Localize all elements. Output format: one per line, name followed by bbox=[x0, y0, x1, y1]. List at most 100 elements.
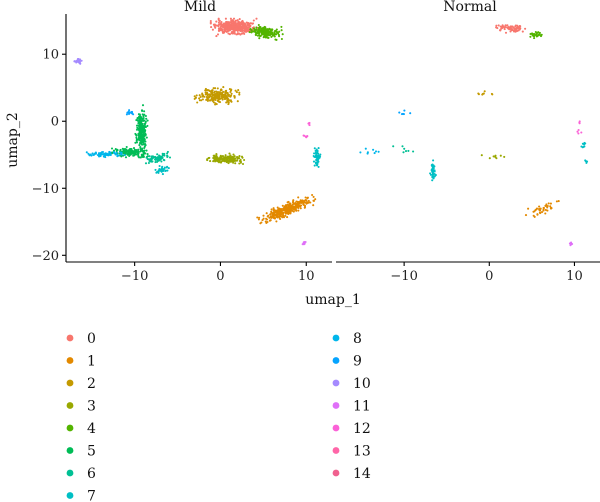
point-cluster-1 bbox=[271, 213, 274, 216]
point-cluster-5 bbox=[115, 149, 118, 152]
point-cluster-3 bbox=[499, 154, 502, 157]
point-cluster-4 bbox=[535, 32, 538, 35]
point-cluster-8 bbox=[108, 150, 111, 153]
point-cluster-1 bbox=[300, 199, 304, 202]
point-cluster-4 bbox=[537, 31, 540, 34]
point-cluster-2 bbox=[211, 94, 214, 97]
point-cluster-7 bbox=[313, 155, 316, 158]
point-cluster-5 bbox=[143, 146, 146, 150]
axes: −20 −10 0 10 −10 0 10 −10 0 10 bbox=[32, 14, 600, 284]
point-cluster-0 bbox=[239, 33, 242, 36]
point-cluster-6 bbox=[161, 156, 164, 160]
point-cluster-2 bbox=[196, 101, 199, 104]
point-cluster-5 bbox=[143, 113, 146, 116]
point-cluster-6 bbox=[150, 156, 153, 159]
point-cluster-5 bbox=[142, 154, 145, 157]
point-cluster-8 bbox=[113, 151, 116, 154]
point-cluster-5 bbox=[141, 109, 144, 113]
legend-key-6 bbox=[66, 469, 74, 477]
point-cluster-3 bbox=[234, 159, 237, 162]
point-cluster-3 bbox=[233, 155, 236, 158]
point-cluster-2 bbox=[225, 101, 228, 104]
point-cluster-3 bbox=[214, 158, 217, 162]
point-cluster-7 bbox=[312, 160, 316, 163]
point-cluster-1 bbox=[299, 205, 302, 208]
point-cluster-1 bbox=[290, 208, 293, 211]
point-cluster-2 bbox=[233, 94, 236, 98]
point-cluster-3 bbox=[239, 161, 242, 164]
point-cluster-5 bbox=[144, 121, 147, 125]
point-cluster-0 bbox=[217, 29, 220, 32]
point-cluster-7 bbox=[154, 168, 157, 171]
point-cluster-0 bbox=[224, 22, 227, 25]
point-cluster-2 bbox=[219, 92, 222, 95]
point-cluster-1 bbox=[277, 209, 280, 212]
point-cluster-0 bbox=[246, 27, 249, 30]
point-cluster-1 bbox=[534, 209, 537, 212]
point-cluster-5 bbox=[138, 118, 141, 121]
point-cluster-4 bbox=[271, 31, 274, 34]
point-cluster-7 bbox=[314, 151, 317, 154]
point-cluster-3 bbox=[236, 159, 239, 162]
point-cluster-2 bbox=[193, 95, 196, 98]
point-cluster-2 bbox=[477, 92, 480, 95]
point-cluster-0 bbox=[242, 22, 245, 25]
point-cluster-8 bbox=[100, 151, 103, 154]
point-cluster-2 bbox=[204, 91, 207, 94]
point-cluster-1 bbox=[312, 195, 315, 198]
point-cluster-4 bbox=[278, 30, 281, 33]
point-cluster-1 bbox=[280, 215, 283, 218]
point-cluster-7 bbox=[161, 169, 164, 172]
point-cluster-0 bbox=[225, 20, 228, 24]
point-cluster-2 bbox=[209, 94, 212, 97]
point-cluster-10 bbox=[80, 59, 83, 62]
point-cluster-2 bbox=[223, 95, 226, 98]
point-cluster-5 bbox=[132, 147, 136, 150]
point-cluster-2 bbox=[205, 95, 208, 99]
point-cluster-0 bbox=[209, 22, 212, 25]
point-cluster-0 bbox=[228, 33, 231, 36]
point-cluster-7 bbox=[431, 179, 434, 182]
point-cluster-0 bbox=[519, 25, 522, 28]
point-cluster-0 bbox=[246, 29, 249, 32]
point-cluster-1 bbox=[549, 202, 552, 205]
point-cluster-0 bbox=[248, 25, 251, 28]
point-cluster-5 bbox=[138, 113, 141, 116]
point-cluster-7 bbox=[317, 147, 320, 150]
point-cluster-1 bbox=[257, 218, 260, 221]
legend-key-0 bbox=[66, 334, 74, 342]
legend-label-13: 13 bbox=[353, 444, 371, 460]
legend-label-5: 5 bbox=[87, 444, 96, 460]
point-cluster-4 bbox=[276, 31, 279, 34]
point-cluster-0 bbox=[219, 27, 222, 30]
point-cluster-1 bbox=[265, 212, 268, 215]
point-cluster-4 bbox=[275, 28, 278, 31]
point-cluster-12 bbox=[578, 122, 581, 125]
legend-label-10: 10 bbox=[353, 376, 371, 392]
point-cluster-9 bbox=[128, 109, 131, 112]
point-cluster-2 bbox=[229, 95, 232, 98]
legend-label-2: 2 bbox=[87, 376, 96, 392]
point-cluster-4 bbox=[281, 33, 284, 36]
point-cluster-0 bbox=[226, 22, 229, 26]
point-cluster-5 bbox=[143, 130, 146, 133]
point-cluster-2 bbox=[235, 91, 238, 94]
point-cluster-3 bbox=[228, 158, 231, 161]
point-cluster-7 bbox=[582, 145, 585, 148]
point-cluster-2 bbox=[238, 93, 241, 96]
point-cluster-5 bbox=[135, 136, 138, 139]
point-cluster-2 bbox=[206, 99, 209, 102]
point-cluster-0 bbox=[217, 21, 220, 24]
point-cluster-2 bbox=[222, 93, 225, 96]
point-cluster-0 bbox=[225, 25, 228, 28]
point-cluster-7 bbox=[161, 165, 164, 168]
point-cluster-4 bbox=[262, 29, 265, 32]
point-cluster-2 bbox=[221, 95, 224, 98]
point-cluster-1 bbox=[292, 200, 295, 203]
point-cluster-2 bbox=[221, 98, 224, 101]
point-cluster-12 bbox=[576, 130, 579, 133]
point-cluster-9 bbox=[398, 111, 401, 114]
point-cluster-3 bbox=[241, 162, 245, 166]
point-cluster-1 bbox=[527, 207, 530, 210]
point-cluster-7 bbox=[434, 174, 437, 177]
